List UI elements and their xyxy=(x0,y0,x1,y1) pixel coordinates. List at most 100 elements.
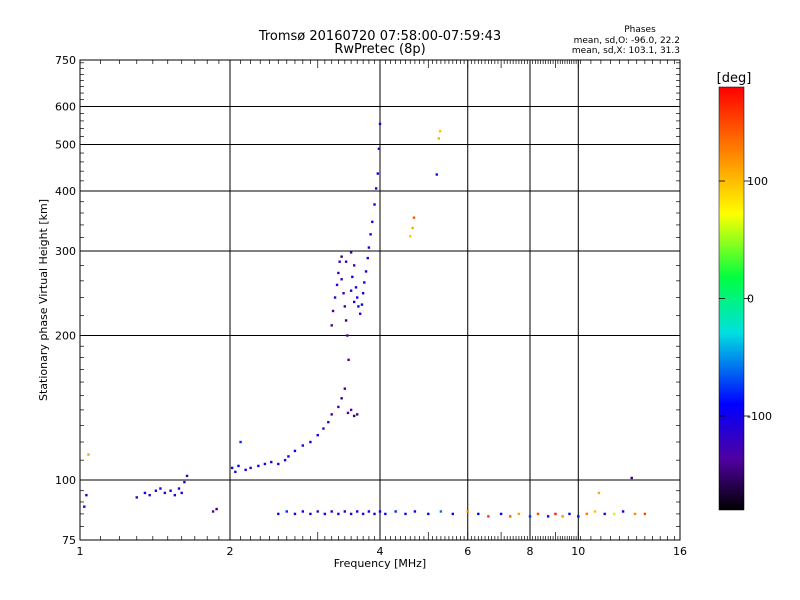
data-point xyxy=(349,251,353,254)
data-point xyxy=(215,507,218,511)
data-point xyxy=(355,296,359,299)
data-point xyxy=(577,515,580,518)
data-point xyxy=(394,510,397,513)
data-point xyxy=(347,358,350,362)
data-point xyxy=(427,512,430,516)
data-point xyxy=(377,147,381,150)
data-point xyxy=(358,312,362,315)
data-point xyxy=(437,137,441,140)
data-point xyxy=(230,466,234,470)
x-tick-label: 2 xyxy=(227,545,234,558)
data-point xyxy=(630,476,633,480)
data-point xyxy=(517,512,521,516)
data-point xyxy=(183,480,186,484)
data-point xyxy=(330,413,333,416)
data-point xyxy=(327,420,330,424)
x-tick-labels: 1 2 4 6 8 10 16 xyxy=(77,545,688,558)
axis-ticks xyxy=(79,60,680,541)
data-point xyxy=(249,466,252,470)
data-point xyxy=(360,303,364,306)
data-point xyxy=(346,411,350,415)
data-point xyxy=(342,292,345,295)
data-point xyxy=(412,216,416,219)
data-point xyxy=(257,464,260,468)
y-tick-label: 300 xyxy=(55,245,76,258)
data-point xyxy=(435,173,438,176)
data-point xyxy=(277,462,280,466)
y-tick-label: 200 xyxy=(55,330,76,343)
y-tick-labels: 75 100 200 300 400 500 600 750 xyxy=(55,54,76,547)
data-point xyxy=(343,305,347,308)
data-point xyxy=(293,512,297,516)
data-points xyxy=(83,122,647,518)
data-point xyxy=(546,515,550,518)
data-point xyxy=(143,491,147,495)
data-point xyxy=(340,278,343,281)
x-tick-label: 4 xyxy=(377,545,384,558)
data-point xyxy=(173,493,177,497)
data-point xyxy=(355,413,359,416)
data-point xyxy=(338,260,341,263)
grid-lines xyxy=(80,60,680,540)
x-axis-label: Frequency [MHz] xyxy=(334,557,426,570)
data-point xyxy=(593,510,597,513)
stats-line-o: mean, sd,O: -96.0, 22.2 xyxy=(574,36,680,46)
data-point xyxy=(263,462,267,466)
data-point xyxy=(277,512,280,516)
data-point xyxy=(169,489,172,492)
data-point xyxy=(83,505,86,508)
y-tick-label: 400 xyxy=(55,185,76,198)
y-tick-label: 100 xyxy=(55,474,76,487)
data-point xyxy=(352,264,356,267)
data-point xyxy=(85,493,88,497)
stats-heading: Phases xyxy=(624,25,656,35)
x-tick-label: 10 xyxy=(571,545,585,558)
data-point xyxy=(361,292,365,295)
colorbar-tick-label: -100 xyxy=(747,410,772,423)
data-point xyxy=(561,515,564,518)
data-point xyxy=(536,512,540,516)
data-point xyxy=(283,458,287,462)
data-point xyxy=(376,172,380,175)
data-point xyxy=(373,512,376,516)
data-point xyxy=(337,512,340,516)
data-point xyxy=(621,510,625,513)
data-point xyxy=(316,510,319,513)
data-point xyxy=(352,414,356,418)
data-point xyxy=(568,512,571,516)
data-point xyxy=(309,512,312,516)
data-point xyxy=(148,493,151,497)
data-point xyxy=(355,510,359,513)
stats-line-x: mean, sd,X: 103.1, 31.3 xyxy=(572,46,680,56)
data-point xyxy=(612,512,616,516)
data-point xyxy=(293,449,297,453)
data-point xyxy=(285,510,288,513)
data-point xyxy=(554,512,557,516)
data-point xyxy=(316,433,319,437)
data-point xyxy=(367,246,371,249)
colorbar: [deg] 100 0 -100 xyxy=(717,71,772,511)
data-point xyxy=(528,515,532,518)
data-point xyxy=(384,512,387,516)
data-point xyxy=(343,510,347,513)
data-point xyxy=(369,233,372,236)
data-point xyxy=(343,387,347,390)
data-point xyxy=(374,187,378,190)
plot-area: 1 2 4 6 8 10 16 75 100 200 300 400 500 600 750 xyxy=(55,54,687,558)
data-point xyxy=(180,491,183,495)
data-point xyxy=(477,512,480,516)
data-point xyxy=(603,512,606,516)
data-point xyxy=(330,324,333,327)
data-point xyxy=(349,408,353,412)
data-point xyxy=(323,512,327,516)
data-point xyxy=(378,122,382,126)
data-point xyxy=(185,474,189,478)
data-point xyxy=(466,510,469,513)
data-point xyxy=(87,453,90,456)
data-point xyxy=(177,487,181,490)
x-tick-label: 1 xyxy=(77,545,84,558)
data-point xyxy=(354,286,358,289)
data-point xyxy=(366,256,369,260)
data-point xyxy=(352,300,356,304)
data-point xyxy=(344,319,348,322)
